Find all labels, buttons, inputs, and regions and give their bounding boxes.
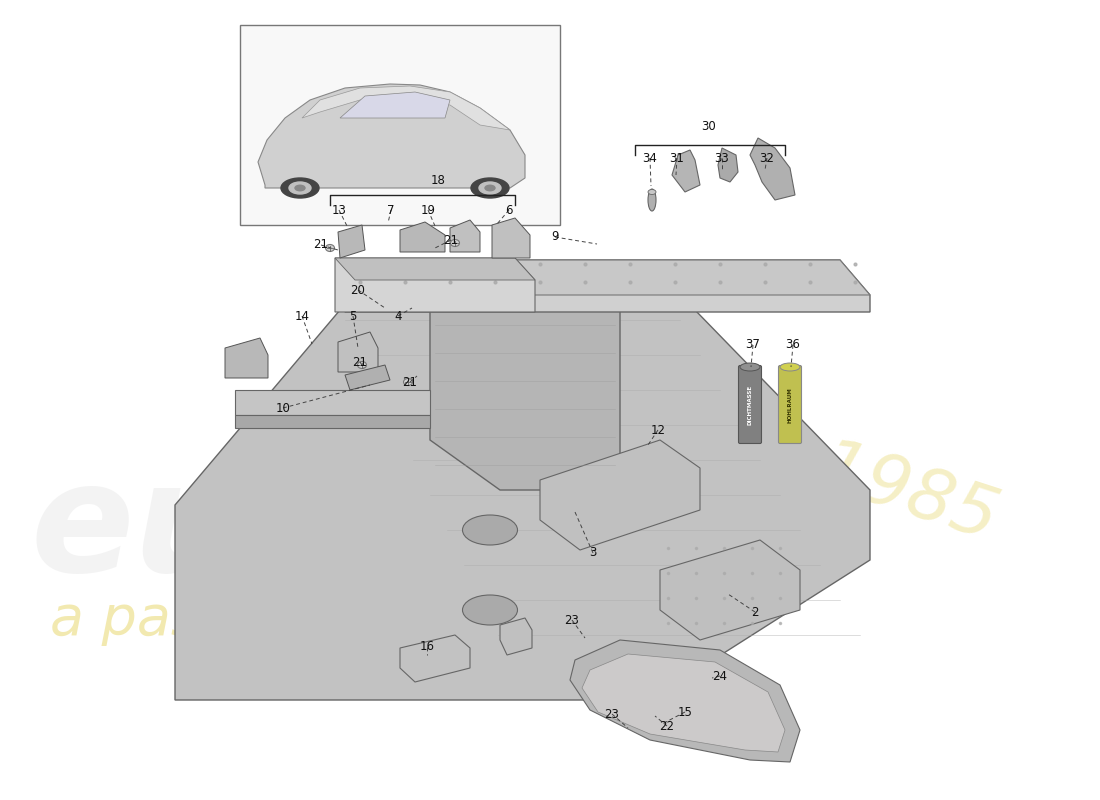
Ellipse shape [462,595,517,625]
Text: 23: 23 [605,707,619,721]
Polygon shape [450,220,480,252]
Ellipse shape [485,186,495,190]
Polygon shape [226,338,268,378]
Polygon shape [258,84,525,188]
Polygon shape [500,618,532,655]
Text: 4: 4 [394,310,402,322]
Text: 3: 3 [590,546,596,559]
Text: DICHTMASSE: DICHTMASSE [748,385,752,425]
Polygon shape [338,332,378,372]
Ellipse shape [780,363,800,371]
Polygon shape [430,310,620,490]
Ellipse shape [740,363,760,371]
Polygon shape [492,218,530,258]
Text: 24: 24 [713,670,727,682]
Polygon shape [338,225,365,258]
Polygon shape [345,260,870,312]
Ellipse shape [648,189,656,211]
Ellipse shape [289,182,311,194]
Text: 21: 21 [314,238,329,251]
Text: 30: 30 [702,121,716,134]
Polygon shape [302,86,510,130]
Bar [240,25,560,225]
Text: 21: 21 [443,234,459,246]
Polygon shape [660,540,800,640]
Ellipse shape [471,178,509,198]
Polygon shape [400,222,446,252]
Polygon shape [345,365,390,390]
Polygon shape [345,260,870,295]
Text: 21: 21 [352,355,367,369]
Ellipse shape [358,362,366,369]
Text: 34: 34 [642,151,658,165]
Polygon shape [400,635,470,682]
Text: since 1985: since 1985 [610,366,1006,554]
Ellipse shape [280,178,319,198]
Text: 36: 36 [785,338,801,351]
Polygon shape [582,654,785,752]
Text: 32: 32 [760,151,774,165]
Text: a passion for: a passion for [50,594,407,646]
Text: 12: 12 [650,423,666,437]
Text: 31: 31 [670,151,684,165]
FancyBboxPatch shape [738,366,761,443]
Polygon shape [336,258,535,280]
FancyBboxPatch shape [779,366,802,443]
Polygon shape [235,390,430,415]
Text: 13: 13 [331,203,346,217]
Text: 10: 10 [276,402,290,414]
Text: 15: 15 [678,706,692,718]
Text: 9: 9 [551,230,559,243]
Text: HOHLRAUM: HOHLRAUM [788,387,792,423]
Ellipse shape [404,378,412,386]
Ellipse shape [295,186,305,190]
Polygon shape [718,148,738,182]
Text: 7: 7 [387,203,395,217]
Text: 14: 14 [295,310,309,322]
Text: 21: 21 [403,375,418,389]
Ellipse shape [451,239,460,246]
Polygon shape [235,415,430,428]
Polygon shape [340,92,450,118]
Text: 33: 33 [715,151,729,165]
Polygon shape [570,640,800,762]
Text: 20: 20 [351,283,365,297]
Polygon shape [750,138,795,200]
Text: 22: 22 [660,719,674,733]
Ellipse shape [326,245,334,251]
Text: 23: 23 [564,614,580,626]
Text: eurom: eurom [30,455,582,605]
Ellipse shape [462,515,517,545]
Text: 2: 2 [751,606,759,618]
Text: 16: 16 [419,641,435,654]
Text: 6: 6 [505,203,513,217]
Text: 18: 18 [430,174,446,186]
Polygon shape [672,150,700,192]
Ellipse shape [478,182,500,194]
Polygon shape [540,440,700,550]
Ellipse shape [648,190,656,194]
Polygon shape [336,258,535,312]
Text: 19: 19 [420,203,436,217]
Text: 5: 5 [350,310,356,322]
Text: 37: 37 [746,338,760,351]
Polygon shape [175,310,870,700]
